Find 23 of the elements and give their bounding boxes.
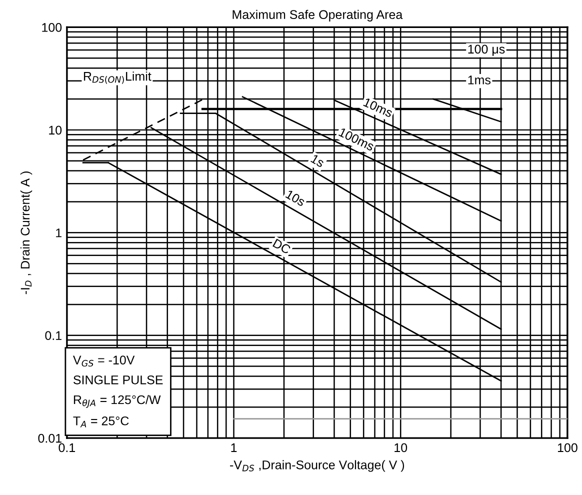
annotation: 10ms: [363, 98, 394, 118]
x-tick-label: 10: [394, 443, 408, 452]
y-tick-label: 1: [56, 228, 62, 238]
y-tick-label: 0.1: [45, 331, 62, 340]
y-tick-label: 100: [42, 23, 62, 32]
x-tick-label: 0.1: [58, 443, 76, 452]
annotation: V$_{GS}$ = -10V: [72, 356, 135, 367]
annotation: T$_{A}$ = 25°C: [73, 416, 129, 428]
y-axis-title: -I$_{D}$ , Drain Current( A ): [20, 172, 32, 294]
y-tick-label: 0.01: [38, 434, 62, 443]
annotation: SINGLE PULSE: [74, 375, 163, 384]
annotation: 1s: [310, 154, 326, 168]
annotation: R$_{DS(ON)}$Limit: [84, 72, 152, 84]
x-tick-label: 100: [558, 443, 578, 452]
x-axis-title: -V$_{DS}$ ,Drain-Source Voltage( V ): [230, 460, 404, 472]
annotation: R$_{θJA}$ = 125°C/W: [74, 395, 161, 408]
annotation: DC: [272, 238, 292, 254]
annotation: 1ms: [468, 76, 491, 84]
annotation: 100 μs: [468, 44, 505, 56]
chart-title: Maximum Safe Operating Area: [232, 10, 403, 22]
annotation: 10s: [285, 190, 306, 207]
x-tick-label: 1: [231, 443, 237, 452]
y-tick-label: 10: [49, 126, 62, 135]
